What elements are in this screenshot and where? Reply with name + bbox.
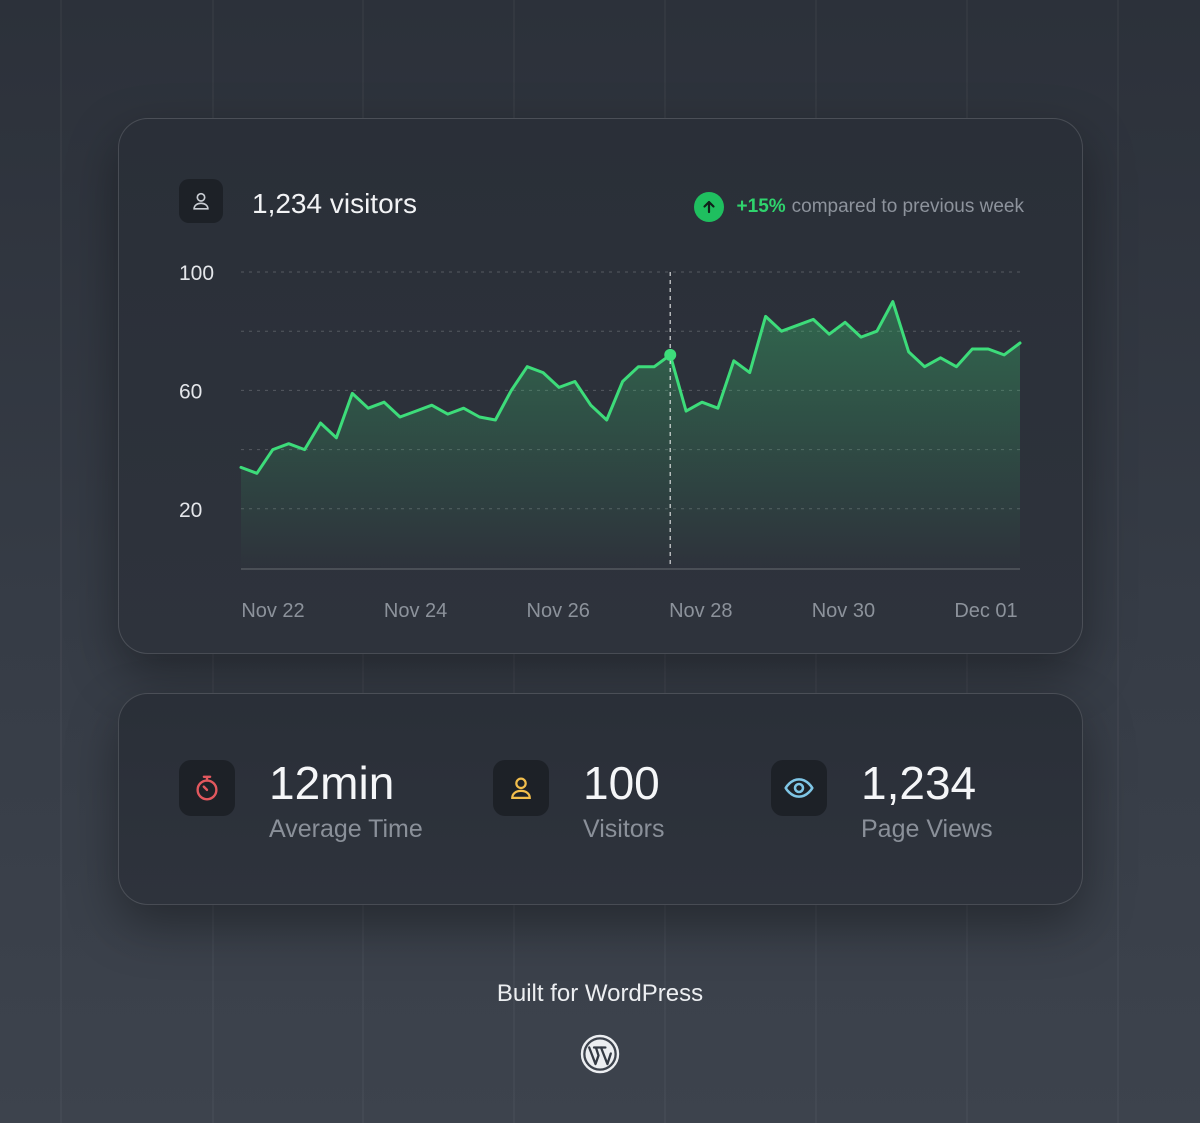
- stat-label: Page Views: [861, 815, 993, 843]
- visitors-chart-card: 1,234 visitors +15% compared to previous…: [118, 118, 1083, 654]
- built-for-wordpress-text: Built for WordPress: [496, 980, 704, 1007]
- stat-label: Visitors: [583, 815, 665, 843]
- x-tick-label: Nov 24: [384, 600, 447, 622]
- stopwatch-icon: [179, 760, 235, 816]
- eye-icon: [771, 760, 827, 816]
- arrow-up-icon: [693, 192, 724, 222]
- user-icon: [179, 179, 223, 223]
- x-tick-label: Nov 26: [527, 600, 590, 622]
- area-fill: [241, 301, 1020, 569]
- stat-value: 12min: [269, 757, 395, 809]
- x-tick-label: Dec 01: [954, 600, 1017, 622]
- visitors-line-chart: 100 60 20 Nov 22 Nov 24 Nov 26 Nov 28 Nov 30 Dec…: [179, 262, 1022, 622]
- y-tick-label: 100: [179, 262, 214, 285]
- stat-label: Average Time: [269, 815, 423, 843]
- x-tick-label: Nov 30: [812, 600, 875, 622]
- user-icon: [493, 760, 549, 816]
- y-tick-label: 60: [179, 380, 202, 403]
- wordpress-logo-icon: [580, 1034, 620, 1074]
- x-tick-label: Nov 22: [241, 600, 304, 622]
- x-tick-label: Nov 28: [669, 600, 732, 622]
- series-line: [239, 300, 1022, 475]
- highlight-point: [664, 348, 677, 361]
- change-percent: +15%: [736, 196, 786, 217]
- stats-card: 12min Average Time 100 Visitors 1,234 Pa…: [118, 693, 1083, 905]
- stat-value: 1,234: [861, 757, 977, 809]
- stat-value: 100: [583, 757, 660, 809]
- change-text: compared to previous week: [791, 196, 1024, 217]
- weekly-change-indicator: +15% compared to previous week: [693, 192, 1024, 222]
- y-tick-label: 20: [179, 499, 202, 522]
- visitors-count-title: 1,234 visitors: [252, 188, 417, 219]
